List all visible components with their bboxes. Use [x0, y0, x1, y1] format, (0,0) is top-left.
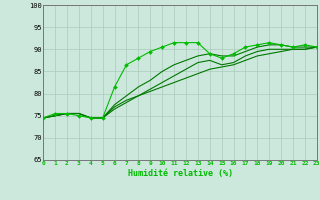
- X-axis label: Humidité relative (%): Humidité relative (%): [127, 169, 233, 178]
